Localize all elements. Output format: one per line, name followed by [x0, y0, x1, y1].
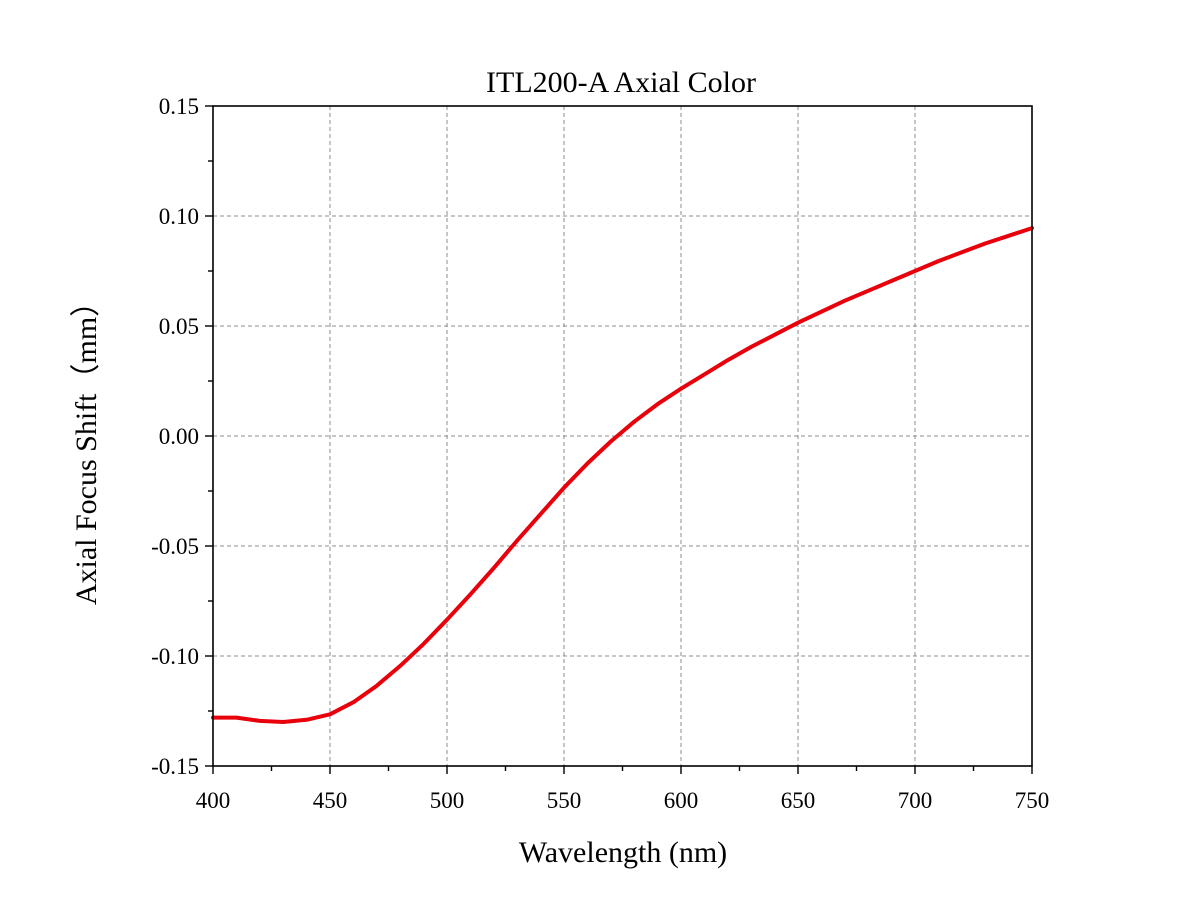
x-axis-label: Wavelength (nm) [519, 836, 727, 869]
x-tick-label: 700 [898, 788, 933, 813]
series-line [211, 226, 1034, 724]
x-tick-label: 650 [781, 788, 816, 813]
x-tick-label: 600 [664, 788, 699, 813]
x-tick-label: 500 [430, 788, 465, 813]
series-layer [211, 226, 1034, 724]
x-tick-label: 550 [547, 788, 582, 813]
x-tick-labels: 400 450 500 550 600 650 700 750 [196, 788, 1050, 813]
y-tick-label: -0.15 [151, 754, 199, 779]
chart-title: ITL200-A Axial Color [486, 66, 756, 99]
y-tick-label: 0.15 [159, 94, 199, 119]
y-tick-label: 0.00 [159, 424, 199, 449]
grid [213, 106, 1032, 766]
y-tick-label: 0.10 [159, 204, 199, 229]
ticks [205, 105, 1033, 774]
y-tick-labels: -0.15 -0.10 -0.05 0.00 0.05 0.10 0.15 [151, 94, 199, 779]
y-tick-label: 0.05 [159, 314, 199, 339]
x-tick-label: 750 [1015, 788, 1050, 813]
y-axis-label: Axial Focus Shift（mm） [70, 287, 103, 605]
x-tick-label: 400 [196, 788, 231, 813]
y-tick-label: -0.10 [151, 644, 199, 669]
x-tick-label: 450 [313, 788, 348, 813]
y-tick-label: -0.05 [151, 534, 199, 559]
